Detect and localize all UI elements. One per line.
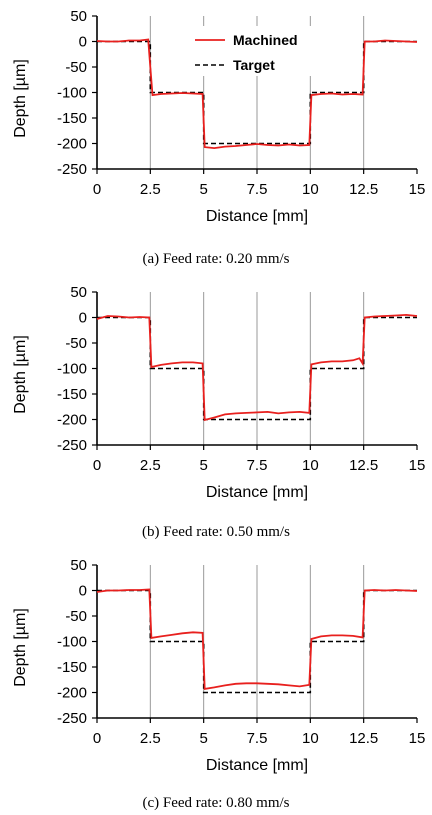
y-tick-label: -100	[57, 361, 87, 378]
chart-panel-0: 50 0 -50 -100 -150 -200 -250 0 2.5 5 7.5 10 12.5 15 Di…	[12, 8, 425, 267]
x-tick-label: 0	[93, 181, 101, 198]
panel-caption: (c) Feed rate: 0.80 mm/s	[142, 795, 289, 811]
x-tick-label: 12.5	[349, 181, 378, 198]
x-tick-label: 5	[199, 181, 207, 198]
y-tick-label: 0	[79, 583, 87, 600]
x-tick-label: 10	[302, 181, 319, 198]
y-tick-label: -50	[65, 59, 87, 76]
x-tick-label: 2.5	[140, 730, 161, 747]
x-tick-label: 12.5	[349, 457, 378, 474]
y-tick-label: -250	[57, 710, 87, 727]
x-axis-label: Distance [mm]	[206, 208, 308, 225]
x-tick-label: 0	[93, 457, 101, 474]
x-tick-label: 7.5	[247, 457, 268, 474]
series-line-machined	[96, 313, 418, 422]
x-tick-label: 5	[199, 457, 207, 474]
y-tick-label: -200	[57, 136, 87, 153]
y-tick-label: 50	[70, 557, 87, 574]
y-tick-label: -100	[57, 634, 87, 651]
x-tick-label: 0	[93, 730, 101, 747]
x-tick-label: 5	[199, 730, 207, 747]
y-tick-label: -200	[57, 685, 87, 702]
y-tick-label: -150	[57, 659, 87, 676]
series-line-machined	[96, 38, 418, 150]
x-tick-label: 15	[409, 457, 426, 474]
y-axis-label: Depth [µm]	[12, 59, 29, 138]
x-tick-label: 7.5	[247, 730, 268, 747]
y-tick-label: 0	[79, 310, 87, 327]
panel-caption: (a) Feed rate: 0.20 mm/s	[142, 251, 289, 267]
y-tick-label: -250	[57, 161, 87, 178]
x-axis-label: Distance [mm]	[206, 757, 308, 774]
y-tick-label: 0	[79, 34, 87, 51]
y-tick-label: -50	[65, 335, 87, 352]
x-tick-label: 7.5	[247, 181, 268, 198]
x-tick-label: 10	[302, 457, 319, 474]
legend-label-target: Target	[233, 57, 275, 73]
x-tick-label: 12.5	[349, 730, 378, 747]
y-tick-label: -150	[57, 386, 87, 403]
legend-box	[187, 26, 357, 76]
chart-panel-1: 50 0 -50 -100 -150 -200 -250 0 2.5 5 7.5 10 12.5 15 Di…	[12, 284, 425, 540]
x-tick-label: 2.5	[140, 457, 161, 474]
y-tick-label: -250	[57, 437, 87, 454]
y-axis-label: Depth [µm]	[12, 335, 29, 414]
y-tick-label: -100	[57, 85, 87, 102]
panel-caption: (b) Feed rate: 0.50 mm/s	[142, 524, 290, 540]
x-tick-label: 10	[302, 730, 319, 747]
y-tick-label: -200	[57, 412, 87, 429]
chart-panel-2: 50 0 -50 -100 -150 -200 -250 0 2.5 5 7.5 10 12.5 15 Di…	[12, 557, 425, 811]
y-tick-label: 50	[70, 284, 87, 301]
y-tick-label: -150	[57, 110, 87, 127]
x-tick-label: 15	[409, 730, 426, 747]
x-axis-label: Distance [mm]	[206, 484, 308, 501]
x-tick-label: 2.5	[140, 181, 161, 198]
y-tick-label: -50	[65, 608, 87, 625]
x-tick-label: 15	[409, 181, 426, 198]
legend-label-machined: Machined	[233, 32, 298, 48]
y-axis-label: Depth [µm]	[12, 608, 29, 687]
series-line-machined	[96, 588, 418, 690]
y-tick-label: 50	[70, 8, 87, 25]
